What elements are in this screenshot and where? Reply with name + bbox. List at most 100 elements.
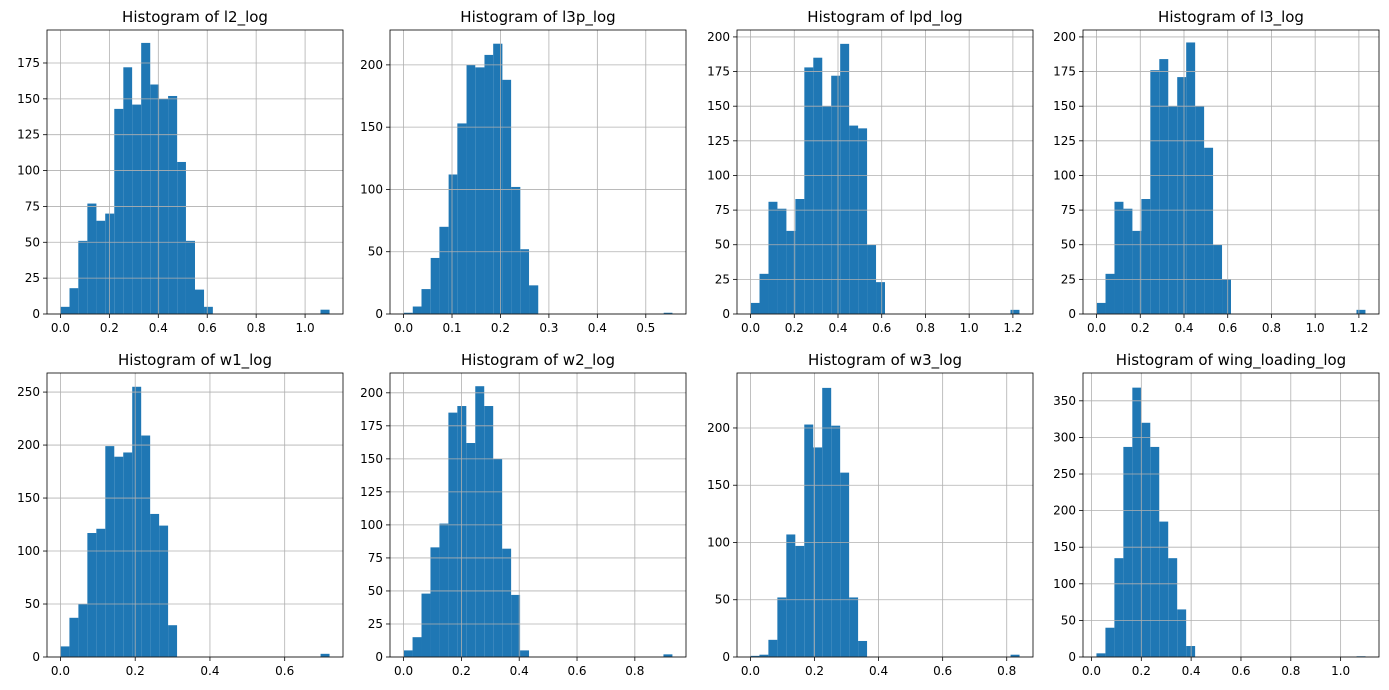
x-tick-label: 0.4 [869, 664, 888, 678]
bar [804, 424, 814, 657]
y-tick-label: 250 [1053, 467, 1076, 481]
bar [87, 533, 97, 657]
x-tick-label: 0.8 [625, 664, 644, 678]
bar [876, 282, 885, 314]
bar [1010, 654, 1020, 657]
y-tick-label: 175 [707, 65, 730, 79]
bar [114, 108, 124, 314]
y-tick-label: 150 [17, 491, 40, 505]
y-tick-label: 0 [722, 307, 730, 321]
y-tick-label: 250 [17, 385, 40, 399]
bar [439, 226, 449, 314]
y-tick-label: 200 [707, 30, 730, 44]
y-tick-label: 200 [360, 58, 383, 72]
bar [831, 425, 841, 657]
bar [60, 646, 70, 657]
y-tick-label: 125 [360, 485, 383, 499]
x-tick-label: 0.6 [567, 664, 586, 678]
bar [813, 57, 823, 315]
bar [858, 640, 868, 657]
chart-title: Histogram of l3p_log [460, 8, 615, 27]
bar [1114, 558, 1124, 657]
y-tick-label: 350 [1053, 394, 1076, 408]
bar [439, 523, 449, 657]
bar [87, 203, 97, 314]
y-tick-label: 0 [1068, 650, 1076, 664]
x-tick-label: 0.6 [275, 664, 294, 678]
y-tick-label: 50 [25, 235, 40, 249]
x-tick-label: 0.2 [805, 664, 824, 678]
x-tick-label: 0.4 [1182, 664, 1201, 678]
x-tick-label: 0.0 [1087, 321, 1106, 335]
y-tick-label: 150 [1053, 99, 1076, 113]
bar [768, 639, 778, 657]
y-tick-label: 0 [375, 307, 383, 321]
bar [795, 199, 805, 314]
bar [493, 43, 503, 315]
y-tick-label: 150 [17, 92, 40, 106]
x-tick-label: 0.4 [1174, 321, 1193, 335]
bar [96, 528, 106, 657]
x-tick-label: 0.0 [741, 321, 760, 335]
x-tick-label: 0.2 [452, 664, 471, 678]
bar [768, 201, 778, 314]
bar [448, 174, 458, 314]
x-tick-label: 0.0 [51, 664, 70, 678]
bar [150, 513, 160, 657]
chart-title: Histogram of w1_log [118, 351, 272, 370]
y-tick-label: 300 [1053, 430, 1076, 444]
x-tick-label: 0.4 [828, 321, 847, 335]
y-tick-label: 50 [1061, 238, 1076, 252]
bar [804, 67, 814, 314]
y-tick-label: 50 [368, 245, 383, 259]
bar [1096, 302, 1106, 314]
bar [840, 43, 850, 314]
y-tick-label: 0 [32, 307, 40, 321]
y-tick-label: 200 [360, 386, 383, 400]
bar [168, 95, 178, 314]
chart-title: Histogram of lpd_log [807, 8, 962, 27]
bar [320, 653, 330, 657]
bar [96, 220, 106, 314]
bar [520, 650, 530, 657]
y-tick-label: 175 [17, 56, 40, 70]
bar [849, 597, 859, 657]
x-tick-label: 0.0 [51, 321, 70, 335]
bar [1356, 309, 1366, 314]
bar [1132, 387, 1142, 657]
bar [168, 625, 178, 657]
x-tick-label: 1.0 [296, 321, 315, 335]
y-tick-label: 100 [707, 168, 730, 182]
bar [421, 593, 431, 657]
axes-frame [389, 29, 687, 315]
bar [786, 230, 796, 314]
y-tick-label: 100 [17, 164, 40, 178]
x-tick-label: 0.2 [126, 664, 145, 678]
bar [114, 456, 124, 657]
x-tick-label: 0.0 [394, 321, 413, 335]
y-tick-label: 0 [722, 650, 730, 664]
chart-title: Histogram of w3_log [808, 351, 962, 370]
y-tick-label: 0 [375, 650, 383, 664]
x-tick-label: 0.8 [1281, 664, 1300, 678]
y-tick-label: 25 [1061, 272, 1076, 286]
bar [1114, 201, 1124, 314]
bar [1105, 273, 1115, 314]
bar [1010, 309, 1020, 314]
y-tick-label: 200 [1053, 30, 1076, 44]
x-tick-label: 0.2 [1132, 664, 1151, 678]
bar [320, 309, 330, 314]
chart-title: Histogram of l2_log [122, 8, 268, 27]
y-tick-label: 175 [1053, 65, 1076, 79]
bar [457, 406, 467, 657]
bar [511, 594, 521, 657]
y-tick-label: 100 [17, 544, 40, 558]
x-tick-label: 0.5 [636, 321, 655, 335]
x-tick-label: 0.4 [200, 664, 219, 678]
y-tick-label: 100 [1053, 168, 1076, 182]
bar [105, 446, 115, 657]
bar [412, 306, 422, 314]
bar [448, 412, 458, 657]
y-tick-label: 150 [1053, 540, 1076, 554]
